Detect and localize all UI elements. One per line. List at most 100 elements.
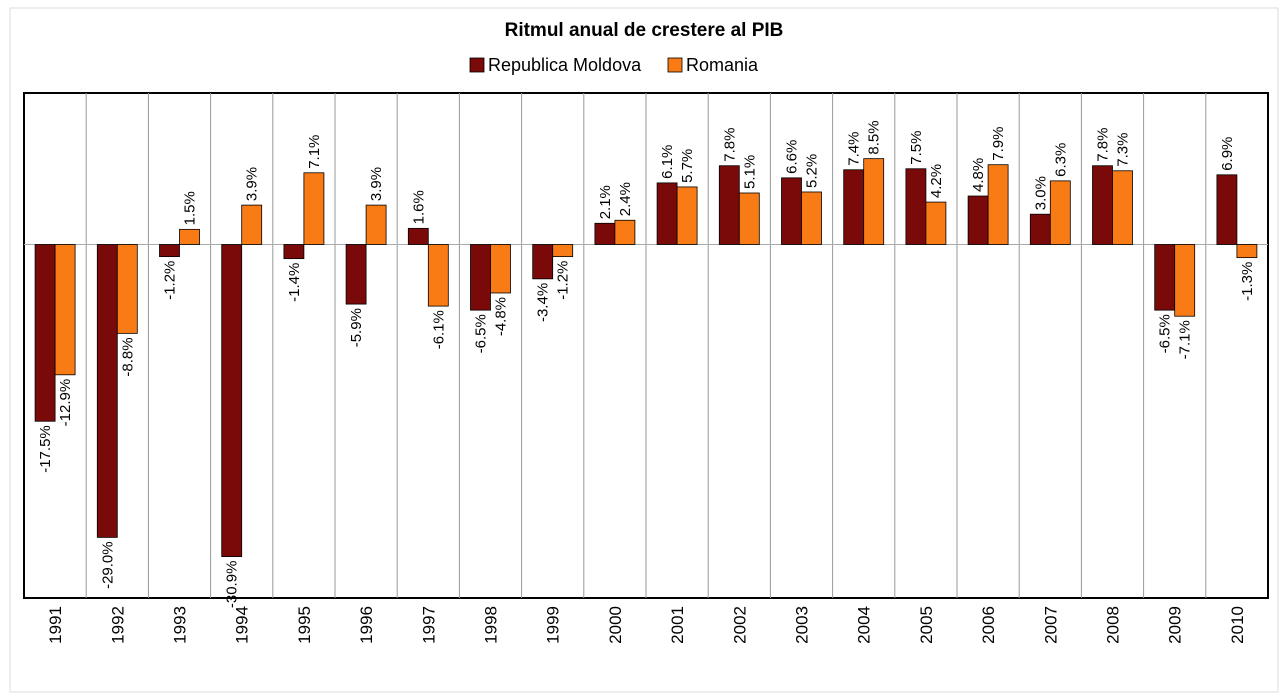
bar (1174, 244, 1196, 317)
bar (718, 165, 740, 245)
data-label: 3.9% (368, 167, 385, 201)
x-tick-label: 2003 (793, 606, 812, 644)
bar (656, 182, 678, 245)
bar (1112, 170, 1133, 245)
data-label: 7.3% (1115, 133, 1132, 167)
data-label: -12.9% (57, 379, 74, 427)
data-label: 7.5% (908, 131, 925, 165)
x-tick-label: 2006 (979, 606, 998, 644)
bar (490, 244, 511, 294)
data-label: 3.9% (244, 167, 261, 201)
data-label: -7.1% (1177, 320, 1194, 359)
x-tick-label: 2009 (1166, 606, 1185, 644)
bar (159, 244, 180, 258)
bar (738, 192, 760, 245)
data-label: -17.5% (37, 425, 54, 473)
data-label: 5.7% (679, 149, 696, 183)
bar (303, 172, 325, 245)
bar (116, 244, 138, 334)
bar (614, 219, 636, 245)
x-tick-label: 2005 (917, 606, 936, 644)
bar (283, 244, 305, 260)
bar (427, 244, 449, 307)
data-label: 7.8% (721, 128, 738, 162)
data-label: -3.4% (535, 283, 552, 322)
data-label: 6.6% (784, 140, 801, 174)
bar (967, 195, 989, 245)
bar (594, 222, 616, 245)
x-tick-label: 1991 (46, 606, 65, 644)
data-label: 1.5% (182, 191, 199, 225)
data-label: 5.2% (804, 154, 821, 188)
data-label: 6.9% (1219, 137, 1236, 171)
bar (552, 244, 574, 258)
x-tick-label: 2002 (730, 606, 749, 644)
bar (801, 191, 822, 245)
data-label: 7.8% (1095, 128, 1112, 162)
data-label: 4.8% (970, 158, 987, 192)
bar (1236, 244, 1258, 259)
bar (676, 186, 698, 245)
data-label: -1.2% (162, 261, 179, 300)
data-label: -1.2% (555, 261, 572, 300)
x-tick-label: 2000 (606, 606, 625, 644)
bar (179, 228, 200, 245)
bar (345, 244, 367, 305)
bar (1049, 180, 1071, 245)
data-label: 7.9% (990, 127, 1007, 161)
bar (863, 158, 885, 245)
data-label: -1.3% (1239, 262, 1256, 301)
data-label: -1.4% (286, 263, 303, 302)
data-label: 7.1% (306, 135, 323, 169)
data-label: -30.9% (224, 561, 241, 609)
data-label: -6.5% (473, 314, 490, 353)
data-label: 2.1% (597, 185, 614, 219)
bar (1092, 165, 1113, 245)
bar (1154, 244, 1176, 311)
x-tick-label: 2007 (1041, 606, 1060, 644)
bar (987, 164, 1009, 245)
data-label: 1.6% (410, 190, 427, 224)
data-label: -4.8% (493, 297, 510, 336)
x-tick-label: 1997 (419, 606, 438, 644)
data-label: 7.4% (846, 132, 863, 166)
data-label: -6.1% (430, 310, 447, 349)
legend-swatch (667, 57, 683, 73)
data-label: 3.0% (1032, 176, 1049, 210)
data-label: 5.1% (741, 155, 758, 189)
x-tick-label: 2004 (855, 606, 874, 644)
bar (470, 244, 491, 311)
data-label: 4.2% (928, 164, 945, 198)
x-tick-label: 1996 (357, 606, 376, 644)
bar (34, 244, 56, 422)
bar (843, 169, 865, 245)
bar (54, 244, 76, 376)
bar (1029, 213, 1051, 245)
x-tick-label: 2001 (668, 606, 687, 644)
x-tick-label: 1992 (108, 606, 127, 644)
data-label: 6.3% (1052, 143, 1069, 177)
data-label: -8.8% (119, 337, 136, 376)
bar (905, 168, 927, 245)
bar (407, 227, 429, 245)
data-label: 6.1% (659, 145, 676, 179)
x-tick-label: 1995 (295, 606, 314, 644)
data-label: -29.0% (99, 541, 116, 589)
chart-title: Ritmul anual de crestere al PIB (505, 20, 784, 41)
legend-label: Romania (686, 55, 759, 75)
x-tick-label: 1994 (233, 606, 252, 644)
data-label: -5.9% (348, 308, 365, 347)
x-tick-label: 1998 (482, 606, 501, 644)
data-label: 2.4% (617, 182, 634, 216)
bar (781, 177, 802, 245)
data-label: 8.5% (866, 120, 883, 154)
x-tick-label: 1993 (171, 606, 190, 644)
x-tick-label: 2010 (1228, 606, 1247, 644)
bar (365, 204, 387, 245)
data-label: -6.5% (1157, 314, 1174, 353)
bar (925, 201, 947, 245)
legend-label: Republica Moldova (488, 55, 642, 75)
bar (96, 244, 118, 538)
